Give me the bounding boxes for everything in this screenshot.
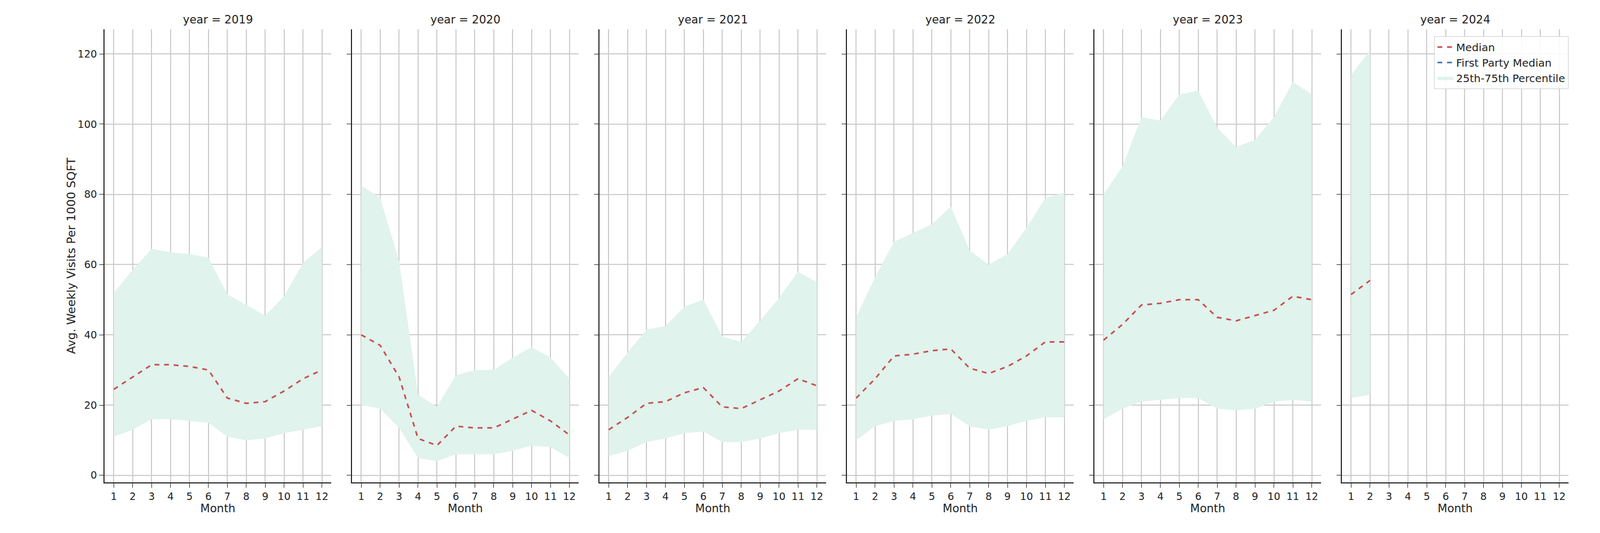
svg-text:Month: Month: [1437, 502, 1474, 516]
svg-text:5: 5: [928, 490, 935, 503]
svg-text:25th-75th Percentile: 25th-75th Percentile: [1456, 72, 1565, 85]
svg-text:40: 40: [84, 329, 98, 341]
svg-text:Month: Month: [200, 502, 236, 516]
svg-text:4: 4: [167, 490, 174, 503]
svg-text:1: 1: [605, 490, 612, 503]
svg-text:Month: Month: [448, 502, 484, 516]
svg-text:10: 10: [1267, 490, 1281, 503]
svg-text:10: 10: [1515, 490, 1528, 503]
svg-text:11: 11: [1533, 490, 1547, 503]
svg-text:0: 0: [90, 469, 98, 482]
svg-text:8: 8: [738, 490, 745, 503]
svg-text:year = 2024: year = 2024: [1420, 13, 1491, 27]
svg-text:7: 7: [471, 490, 478, 503]
svg-text:3: 3: [395, 490, 403, 503]
svg-text:12: 12: [1552, 490, 1566, 503]
svg-text:12: 12: [563, 490, 576, 503]
svg-text:20: 20: [84, 399, 98, 412]
svg-text:6: 6: [452, 490, 460, 503]
svg-text:3: 3: [1138, 490, 1145, 503]
svg-text:1: 1: [852, 490, 860, 503]
svg-text:11: 11: [1286, 490, 1300, 503]
svg-text:12: 12: [315, 490, 329, 503]
svg-text:9: 9: [261, 490, 269, 503]
svg-text:5: 5: [681, 490, 688, 503]
svg-text:10: 10: [772, 490, 786, 503]
svg-text:6: 6: [1195, 490, 1202, 503]
svg-text:6: 6: [947, 490, 955, 503]
svg-text:10: 10: [277, 490, 291, 503]
svg-text:year = 2020: year = 2020: [430, 13, 501, 27]
svg-text:First Party Median: First Party Median: [1456, 56, 1552, 70]
svg-text:11: 11: [296, 490, 310, 503]
svg-text:6: 6: [205, 490, 212, 503]
svg-text:7: 7: [1213, 490, 1221, 503]
svg-text:60: 60: [84, 258, 98, 271]
svg-text:8: 8: [243, 490, 250, 503]
svg-text:7: 7: [1461, 490, 1468, 503]
svg-text:4: 4: [1157, 490, 1164, 503]
svg-text:4: 4: [1404, 490, 1412, 503]
svg-text:Month: Month: [695, 502, 731, 516]
svg-text:Avg. Weekly Visits Per 1000 SQ: Avg. Weekly Visits Per 1000 SQFT: [64, 157, 78, 355]
svg-text:9: 9: [1251, 490, 1259, 503]
svg-text:4: 4: [662, 490, 669, 503]
svg-text:8: 8: [1480, 490, 1487, 503]
svg-text:2: 2: [129, 490, 136, 503]
svg-text:1: 1: [110, 490, 117, 503]
svg-text:3: 3: [1385, 490, 1392, 503]
svg-text:year = 2021: year = 2021: [677, 13, 748, 27]
svg-text:Month: Month: [942, 502, 979, 516]
svg-text:7: 7: [224, 490, 231, 503]
svg-text:5: 5: [433, 490, 440, 503]
svg-text:10: 10: [1020, 490, 1034, 503]
svg-text:11: 11: [544, 490, 557, 503]
svg-text:12: 12: [1305, 490, 1318, 503]
svg-text:4: 4: [909, 490, 917, 503]
svg-text:3: 3: [890, 490, 898, 503]
svg-text:4: 4: [414, 490, 422, 503]
svg-text:11: 11: [1038, 490, 1052, 503]
svg-text:1: 1: [1347, 490, 1355, 503]
svg-text:2: 2: [1119, 490, 1126, 503]
svg-text:2: 2: [872, 490, 879, 503]
svg-text:80: 80: [84, 188, 98, 200]
svg-text:6: 6: [700, 490, 707, 503]
svg-text:7: 7: [718, 490, 726, 503]
svg-text:8: 8: [490, 490, 498, 503]
svg-text:6: 6: [1442, 490, 1450, 503]
svg-text:9: 9: [1499, 490, 1506, 503]
svg-text:12: 12: [1058, 490, 1071, 503]
svg-text:7: 7: [966, 490, 973, 503]
svg-text:8: 8: [985, 490, 992, 503]
svg-text:2: 2: [624, 490, 631, 503]
svg-text:11: 11: [791, 490, 805, 503]
svg-text:9: 9: [756, 490, 764, 503]
svg-text:2: 2: [1366, 490, 1374, 503]
svg-text:10: 10: [525, 490, 539, 503]
svg-text:9: 9: [1004, 490, 1011, 503]
svg-text:2: 2: [377, 490, 384, 503]
svg-text:year = 2023: year = 2023: [1172, 13, 1243, 27]
svg-text:5: 5: [1423, 490, 1430, 503]
svg-text:9: 9: [509, 490, 516, 503]
svg-text:100: 100: [77, 118, 98, 131]
svg-text:3: 3: [148, 490, 155, 503]
svg-text:8: 8: [1233, 490, 1240, 503]
svg-text:1: 1: [357, 490, 365, 503]
svg-text:3: 3: [643, 490, 650, 503]
svg-text:Month: Month: [1190, 502, 1226, 516]
svg-text:year = 2019: year = 2019: [182, 13, 253, 27]
svg-text:5: 5: [1176, 490, 1183, 503]
svg-text:120: 120: [77, 48, 98, 60]
svg-text:Median: Median: [1456, 41, 1495, 54]
svg-text:12: 12: [810, 490, 824, 503]
svg-text:5: 5: [186, 490, 193, 503]
svg-text:1: 1: [1100, 490, 1107, 503]
svg-text:year = 2022: year = 2022: [925, 13, 996, 27]
